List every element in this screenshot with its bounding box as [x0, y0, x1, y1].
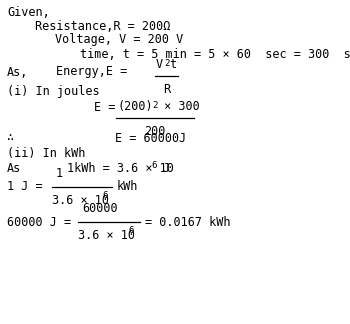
Text: (200): (200): [118, 100, 154, 113]
Text: 1kWh = 3.6 × 10: 1kWh = 3.6 × 10: [67, 161, 174, 175]
Text: Voltage, V = 200 V: Voltage, V = 200 V: [55, 33, 183, 47]
Text: 2: 2: [152, 101, 158, 110]
Text: Resistance,R = 200Ω: Resistance,R = 200Ω: [35, 19, 170, 32]
Text: × 300: × 300: [157, 100, 200, 113]
Text: (ii) In kWh: (ii) In kWh: [7, 147, 85, 160]
Text: t: t: [169, 58, 176, 71]
Text: ∴: ∴: [7, 132, 14, 145]
Text: 60000 J =: 60000 J =: [7, 215, 71, 228]
Text: 200: 200: [144, 125, 165, 138]
Text: Energy,E =: Energy,E =: [56, 65, 127, 78]
Text: (i) In joules: (i) In joules: [7, 86, 100, 98]
Text: As: As: [7, 161, 21, 175]
Text: = 0.0167 kWh: = 0.0167 kWh: [145, 215, 231, 228]
Text: As,: As,: [7, 65, 28, 78]
Text: E = 60000J: E = 60000J: [115, 132, 186, 145]
Text: 1: 1: [56, 167, 63, 180]
Text: R: R: [163, 83, 170, 96]
Text: kWh: kWh: [117, 180, 138, 193]
Text: 3.6 × 10: 3.6 × 10: [78, 229, 135, 242]
Text: 60000: 60000: [82, 202, 118, 215]
Text: 6: 6: [128, 226, 133, 235]
Text: V: V: [156, 58, 163, 71]
Text: Given,: Given,: [7, 6, 50, 18]
Text: 6: 6: [102, 191, 107, 200]
Text: 1 J =: 1 J =: [7, 180, 43, 193]
Text: 2: 2: [164, 59, 169, 68]
Text: E =: E =: [94, 101, 115, 114]
Text: 3.6 × 10: 3.6 × 10: [52, 194, 109, 207]
Text: time, t = 5 min = 5 × 60  sec = 300  sec: time, t = 5 min = 5 × 60 sec = 300 sec: [80, 48, 350, 61]
Text: 6: 6: [151, 160, 156, 169]
Text: J: J: [156, 161, 170, 175]
